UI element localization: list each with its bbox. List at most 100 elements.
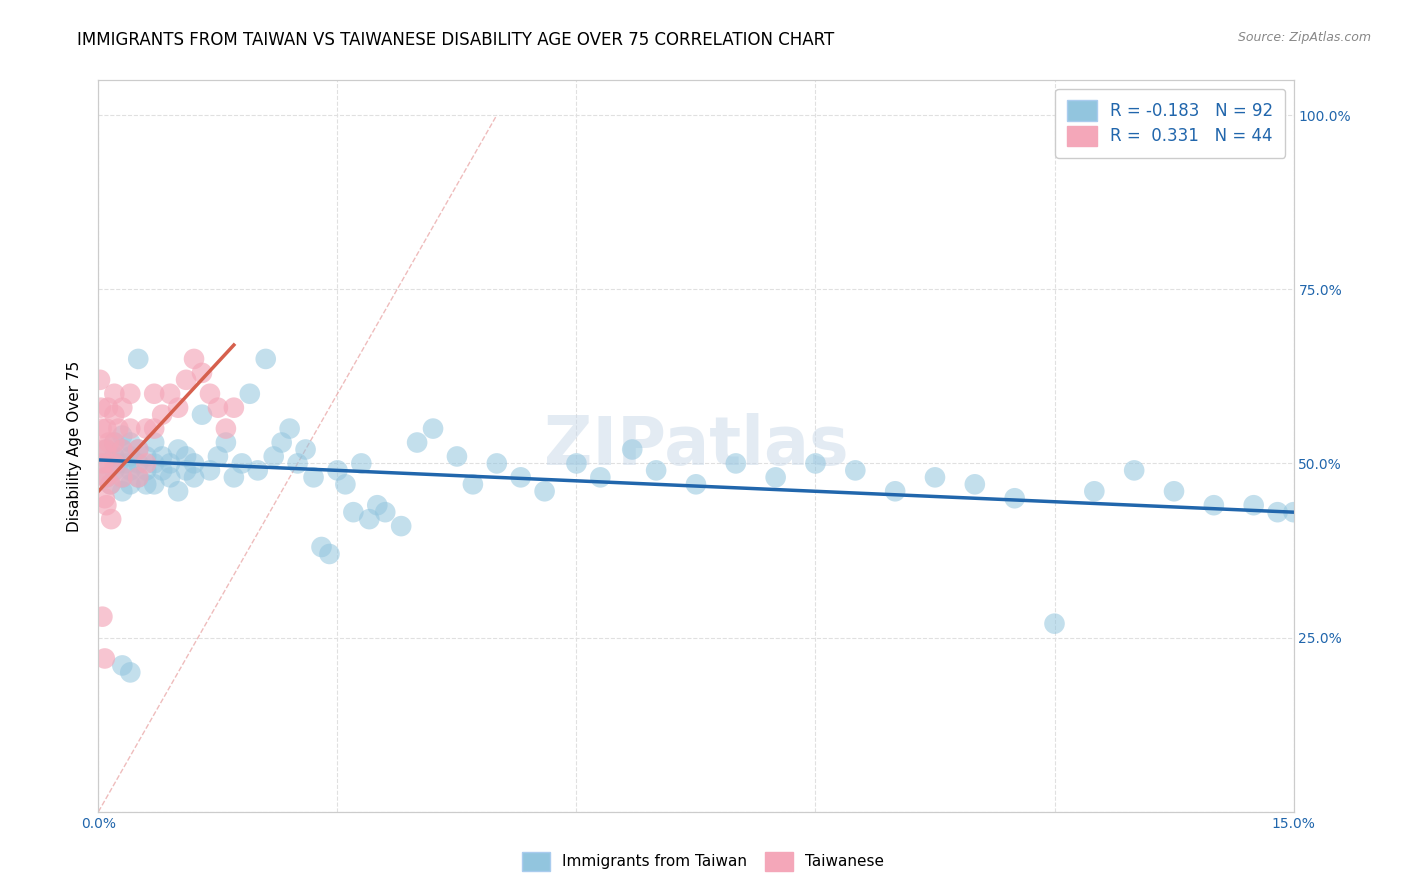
Point bbox=[215, 421, 238, 435]
Point bbox=[1163, 484, 1185, 499]
Point bbox=[111, 658, 134, 673]
Point bbox=[207, 450, 229, 464]
Point bbox=[724, 457, 747, 471]
Point bbox=[103, 457, 125, 471]
Point bbox=[326, 463, 349, 477]
Point bbox=[143, 435, 166, 450]
Point bbox=[91, 457, 114, 471]
Point bbox=[89, 373, 111, 387]
Point bbox=[96, 442, 118, 457]
Point bbox=[246, 463, 269, 477]
Point bbox=[96, 498, 118, 512]
Point bbox=[120, 665, 142, 680]
Point bbox=[127, 470, 149, 484]
Point bbox=[135, 450, 157, 464]
Point bbox=[1202, 498, 1225, 512]
Point bbox=[174, 463, 197, 477]
Point bbox=[91, 609, 114, 624]
Point bbox=[96, 442, 118, 457]
Point bbox=[96, 470, 118, 484]
Point bbox=[222, 401, 245, 415]
Point bbox=[359, 512, 381, 526]
Point bbox=[1043, 616, 1066, 631]
Point bbox=[120, 477, 142, 491]
Point bbox=[115, 457, 138, 471]
Point bbox=[422, 421, 444, 435]
Point bbox=[1282, 505, 1305, 519]
Point bbox=[278, 421, 301, 435]
Point bbox=[406, 435, 429, 450]
Point bbox=[215, 435, 238, 450]
Point bbox=[565, 457, 588, 471]
Point bbox=[183, 351, 205, 366]
Point bbox=[94, 651, 117, 665]
Point bbox=[167, 442, 190, 457]
Text: ZIPatlas: ZIPatlas bbox=[544, 413, 848, 479]
Point bbox=[183, 457, 205, 471]
Point bbox=[90, 421, 112, 435]
Y-axis label: Disability Age Over 75: Disability Age Over 75 bbox=[67, 360, 83, 532]
Point bbox=[90, 401, 112, 415]
Point bbox=[143, 421, 166, 435]
Point bbox=[94, 491, 117, 506]
Point bbox=[207, 401, 229, 415]
Point bbox=[143, 457, 166, 471]
Point bbox=[589, 470, 612, 484]
Point bbox=[135, 457, 157, 471]
Point bbox=[302, 470, 325, 484]
Point bbox=[135, 421, 157, 435]
Point bbox=[159, 386, 181, 401]
Point bbox=[963, 477, 986, 491]
Point bbox=[198, 386, 221, 401]
Point bbox=[294, 442, 316, 457]
Point bbox=[97, 401, 120, 415]
Text: IMMIGRANTS FROM TAIWAN VS TAIWANESE DISABILITY AGE OVER 75 CORRELATION CHART: IMMIGRANTS FROM TAIWAN VS TAIWANESE DISA… bbox=[77, 31, 835, 49]
Point bbox=[98, 477, 122, 491]
Legend: R = -0.183   N = 92, R =  0.331   N = 44: R = -0.183 N = 92, R = 0.331 N = 44 bbox=[1056, 88, 1285, 158]
Point bbox=[103, 386, 125, 401]
Point bbox=[143, 386, 166, 401]
Point bbox=[270, 435, 292, 450]
Point bbox=[159, 470, 181, 484]
Point bbox=[924, 470, 946, 484]
Point bbox=[231, 457, 253, 471]
Point bbox=[120, 386, 142, 401]
Point bbox=[127, 442, 149, 457]
Point bbox=[1004, 491, 1026, 506]
Point bbox=[263, 450, 285, 464]
Point bbox=[389, 519, 412, 533]
Point bbox=[111, 442, 134, 457]
Point bbox=[366, 498, 388, 512]
Point bbox=[103, 435, 125, 450]
Point bbox=[509, 470, 531, 484]
Point bbox=[350, 457, 373, 471]
Point bbox=[111, 442, 134, 457]
Point bbox=[107, 457, 129, 471]
Point bbox=[645, 463, 668, 477]
Point bbox=[127, 457, 149, 471]
Point bbox=[150, 463, 173, 477]
Point bbox=[111, 470, 134, 484]
Point bbox=[374, 505, 396, 519]
Point bbox=[120, 421, 142, 435]
Point bbox=[239, 386, 262, 401]
Point bbox=[127, 442, 149, 457]
Point bbox=[96, 421, 118, 435]
Point bbox=[1123, 463, 1146, 477]
Point bbox=[446, 450, 468, 464]
Point bbox=[111, 401, 134, 415]
Point bbox=[685, 477, 707, 491]
Point bbox=[120, 450, 142, 464]
Point bbox=[111, 484, 134, 499]
Point bbox=[91, 457, 114, 471]
Point bbox=[287, 457, 309, 471]
Point bbox=[135, 477, 157, 491]
Point bbox=[461, 477, 484, 491]
Point bbox=[120, 463, 142, 477]
Point bbox=[97, 435, 120, 450]
Point bbox=[135, 463, 157, 477]
Point bbox=[150, 408, 173, 422]
Point bbox=[167, 484, 190, 499]
Point bbox=[174, 373, 197, 387]
Point bbox=[143, 477, 166, 491]
